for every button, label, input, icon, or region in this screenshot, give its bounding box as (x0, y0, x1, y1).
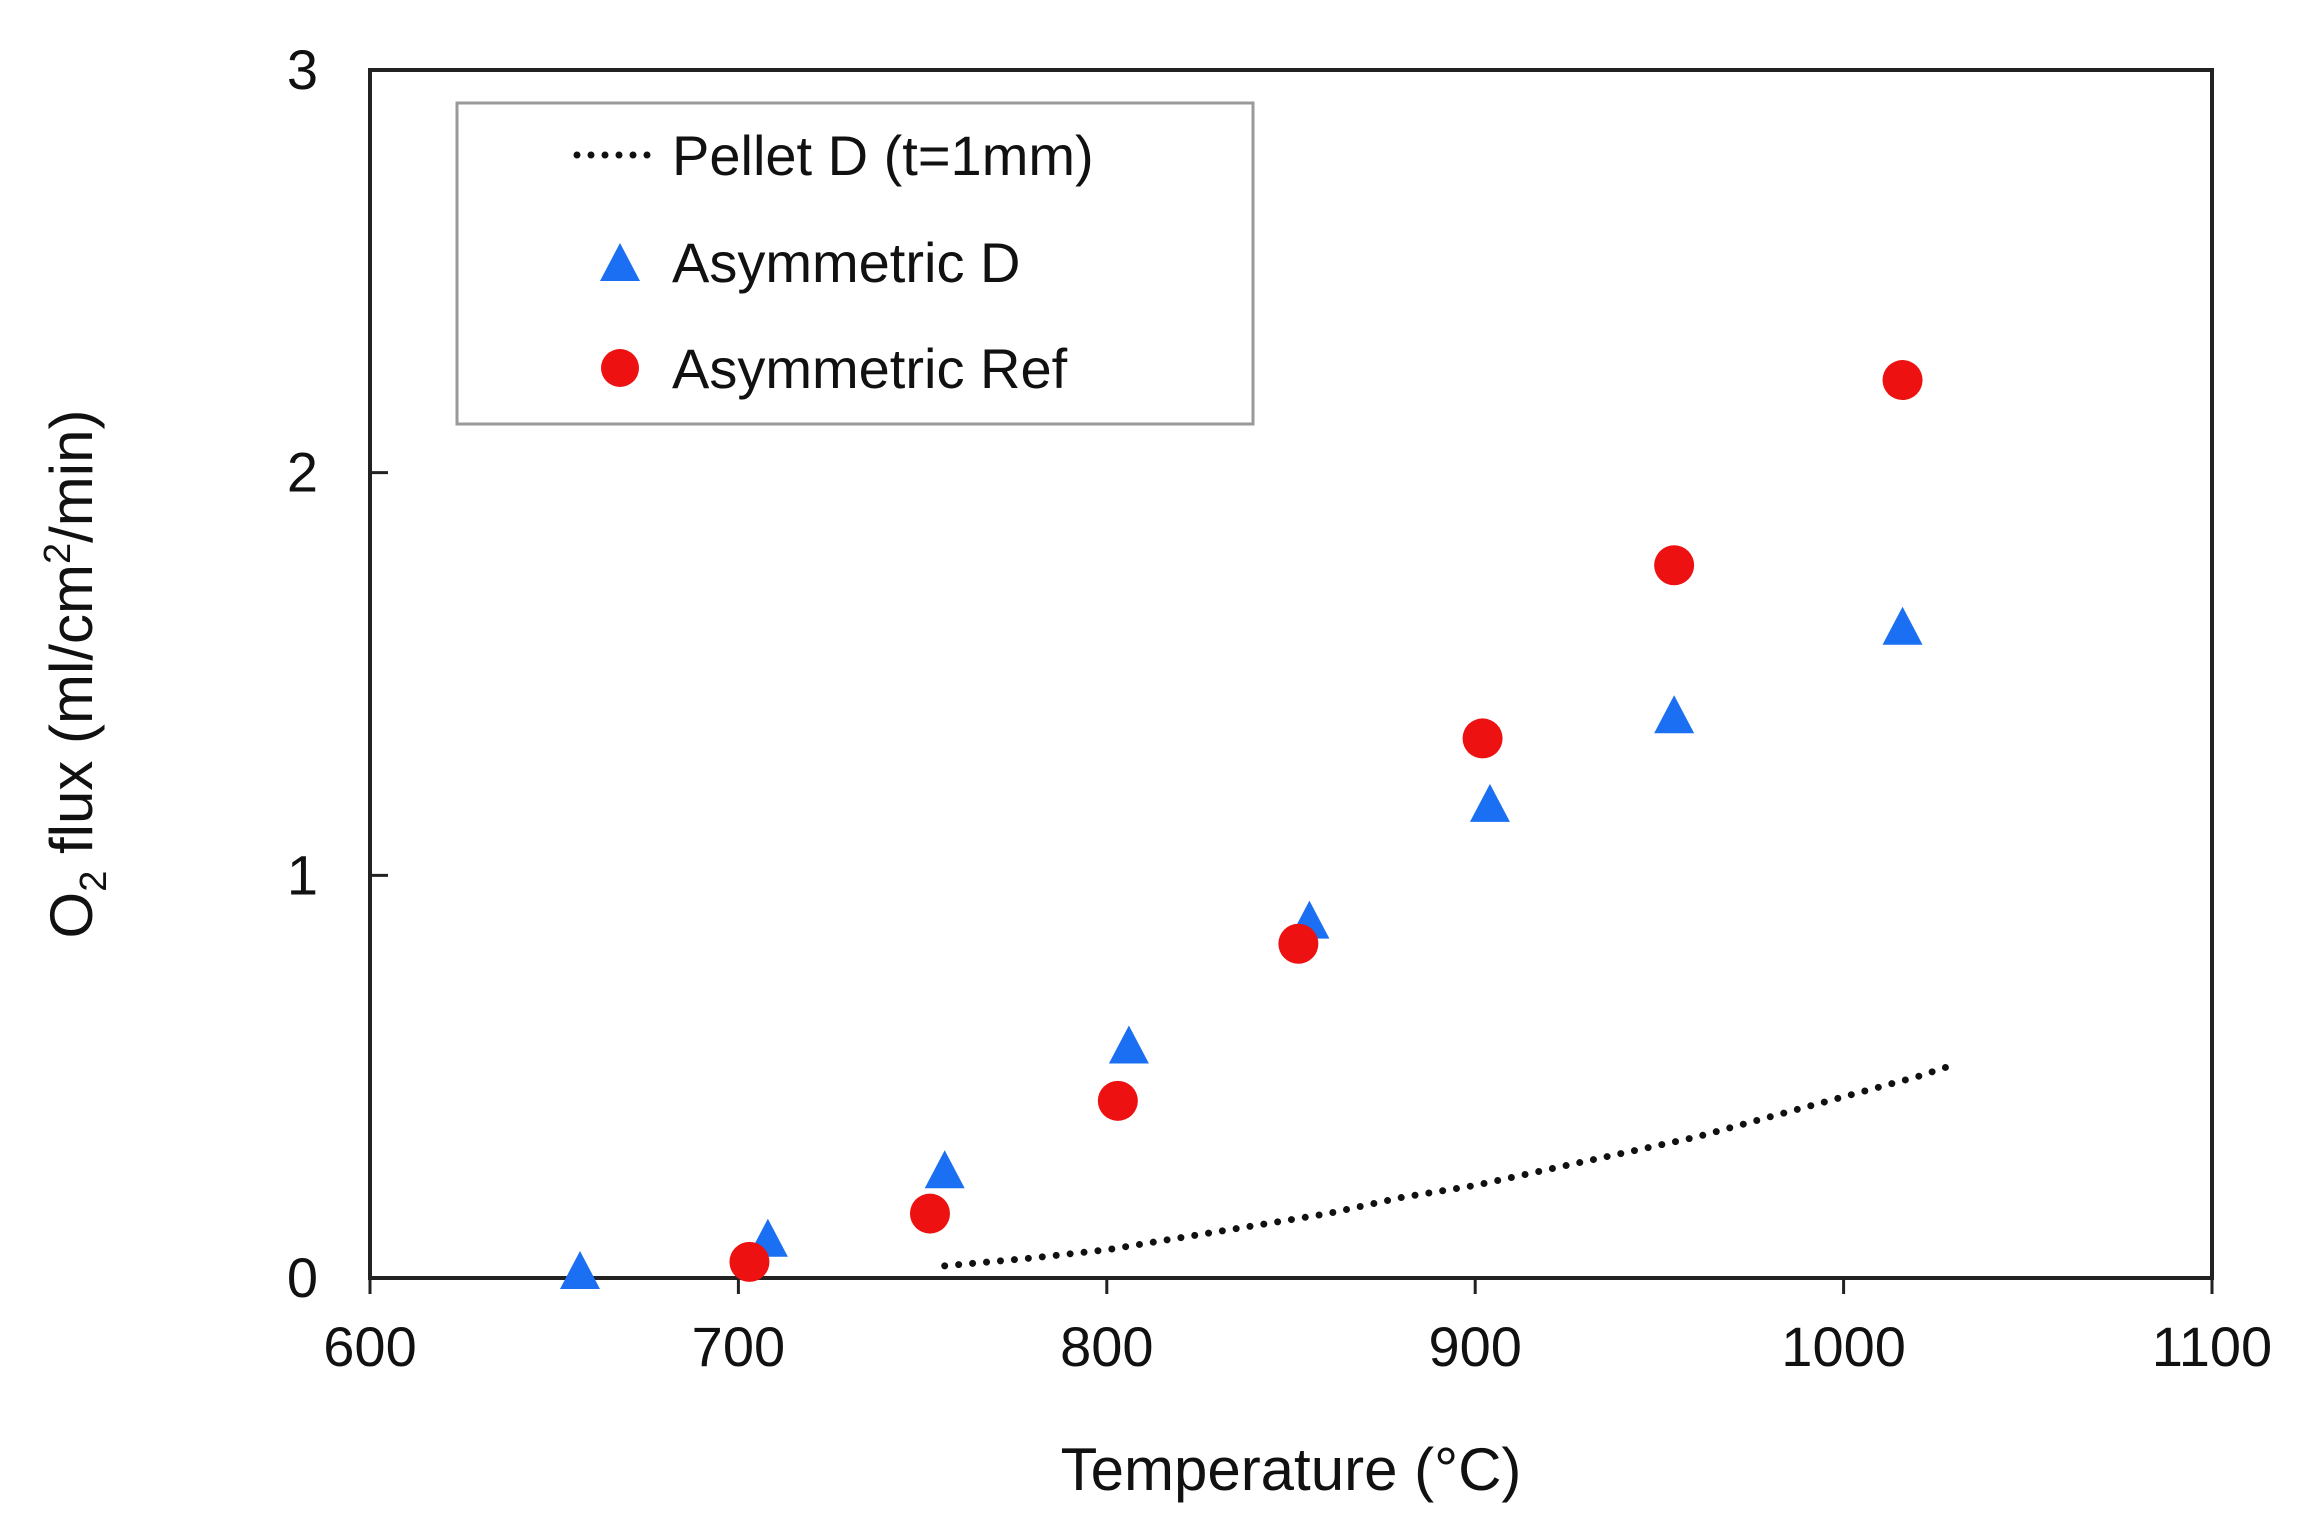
y-tick-label: 0 (287, 1246, 318, 1309)
point-asymmetric-d (924, 1150, 965, 1189)
point-asymmetric-ref (1097, 1080, 1138, 1121)
series-layer (559, 360, 1958, 1289)
point-asymmetric-ref (1462, 718, 1503, 759)
point-asymmetric-d (559, 1250, 600, 1289)
y-axis-title-prefix: O (38, 892, 105, 939)
y-axis: 0 1 2 3 (287, 38, 388, 1309)
plot-frame (368, 68, 2214, 1280)
point-asymmetric-d (1654, 695, 1695, 734)
point-asymmetric-d (1469, 783, 1510, 822)
x-tick-label: 1100 (2152, 1315, 2272, 1378)
point-asymmetric-ref (1882, 360, 1923, 401)
y-axis-title-middle: flux (ml/cm (38, 564, 105, 871)
legend-label-asymmetric-ref: Asymmetric Ref (672, 337, 1068, 400)
y-axis-title-suffix: /min) (38, 410, 105, 543)
y-axis-title-superscript: 2 (37, 543, 79, 564)
x-tick-label: 600 (323, 1315, 416, 1378)
y-axis-title-subscript: 2 (73, 871, 115, 892)
legend-marker-asymmetric-d (600, 243, 640, 281)
y-axis-title: O2 flux (ml/cm2/min) (37, 410, 115, 939)
point-asymmetric-d (1108, 1025, 1149, 1064)
legend-label-pellet: Pellet D (t=1mm) (672, 124, 1094, 187)
point-asymmetric-d (1882, 606, 1923, 645)
point-asymmetric-ref (729, 1241, 770, 1282)
legend: Pellet D (t=1mm) Asymmetric D Asymmetric… (455, 101, 1255, 426)
x-axis-title: Temperature (°C) (1061, 1436, 1522, 1503)
point-asymmetric-ref (909, 1193, 950, 1234)
x-tick-label: 900 (1428, 1315, 1521, 1378)
series-line-pellet-d (941, 1061, 1958, 1270)
y-tick-label: 2 (287, 441, 318, 504)
point-asymmetric-ref (1278, 923, 1319, 964)
y-tick-label: 1 (287, 843, 318, 906)
x-tick-label: 700 (692, 1315, 785, 1378)
x-axis: 600 700 800 900 1000 1100 (323, 1278, 2272, 1378)
x-tick-label: 1000 (1781, 1315, 1906, 1378)
y-tick-label: 3 (287, 38, 318, 101)
legend-marker-asymmetric-ref (601, 349, 639, 387)
x-tick-label: 800 (1060, 1315, 1153, 1378)
point-asymmetric-ref (1654, 545, 1695, 586)
legend-label-asymmetric-d: Asymmetric D (672, 231, 1020, 294)
